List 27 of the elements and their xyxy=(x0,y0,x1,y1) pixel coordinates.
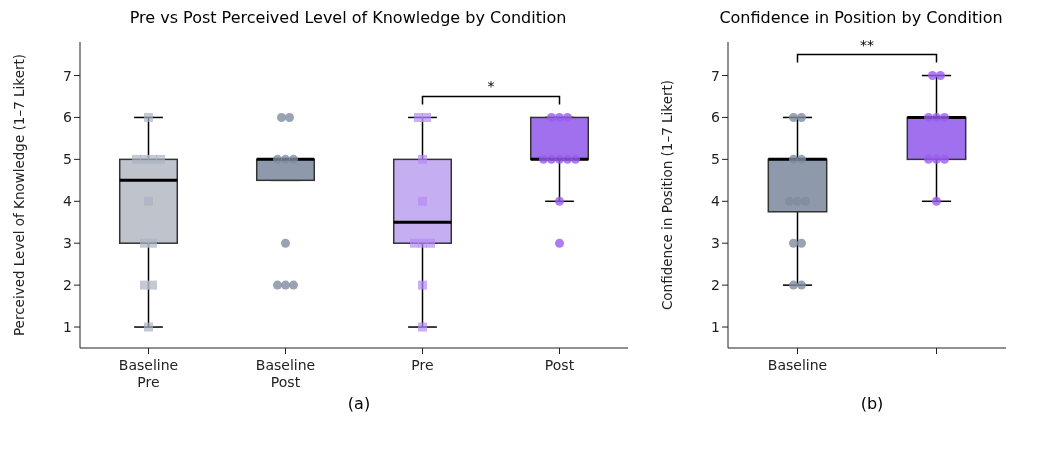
y-axis-title: Confidence in Position (1–7 Likert) xyxy=(659,79,675,311)
y-tick-label: 2 xyxy=(63,277,72,294)
y-tick-label: 3 xyxy=(711,235,720,252)
y-tick-label: 7 xyxy=(63,67,72,84)
chart-title: Confidence in Position by Condition xyxy=(718,8,1004,29)
y-tick-label: 2 xyxy=(711,277,720,294)
x-axis-title: (b) xyxy=(859,394,885,413)
y-tick-label: 4 xyxy=(711,193,721,210)
y-axis-title: Perceived Level of Knowledge (1–7 Likert) xyxy=(11,53,27,337)
y-tick-label: 1 xyxy=(711,319,720,336)
annotation: ** xyxy=(860,36,874,53)
y-tick-label: 5 xyxy=(711,151,720,168)
x-tick-label: Post xyxy=(544,357,575,373)
x-tick-label: Pre xyxy=(411,357,434,373)
y-tick-label: 6 xyxy=(63,109,73,126)
x-axis-title: (a) xyxy=(346,394,372,413)
y-tick-label: 5 xyxy=(63,151,72,168)
x-tick-label: Baseline Pre xyxy=(118,357,179,390)
y-tick-label: 7 xyxy=(711,67,720,84)
chart-title: Pre vs Post Perceived Level of Knowledge by Condition xyxy=(128,8,568,29)
y-tick-label: 1 xyxy=(63,319,72,336)
x-tick-label: Baseline Post xyxy=(255,357,316,390)
y-tick-label: 3 xyxy=(63,235,72,252)
annotation: * xyxy=(487,78,495,95)
y-tick-label: 6 xyxy=(711,109,721,126)
y-tick-label: 4 xyxy=(63,193,73,210)
x-tick-label: Baseline xyxy=(767,357,828,373)
